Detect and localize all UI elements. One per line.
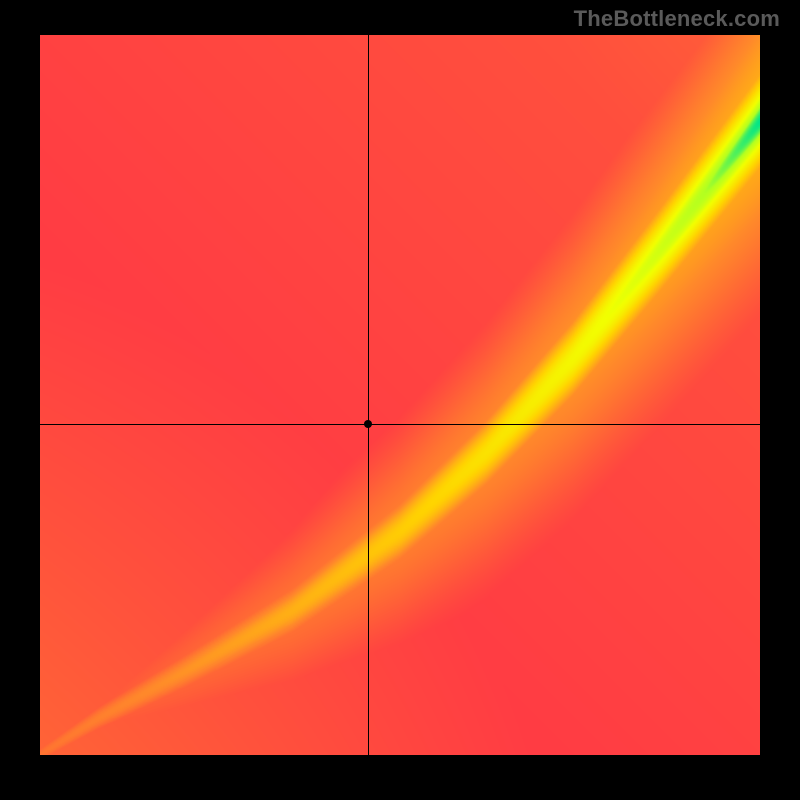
- crosshair-horizontal: [40, 424, 760, 425]
- watermark-text: TheBottleneck.com: [574, 6, 780, 32]
- chart-container: TheBottleneck.com: [0, 0, 800, 800]
- crosshair-vertical: [368, 35, 369, 755]
- plot-area: [40, 35, 760, 755]
- heatmap-canvas: [40, 35, 760, 755]
- crosshair-marker: [364, 420, 372, 428]
